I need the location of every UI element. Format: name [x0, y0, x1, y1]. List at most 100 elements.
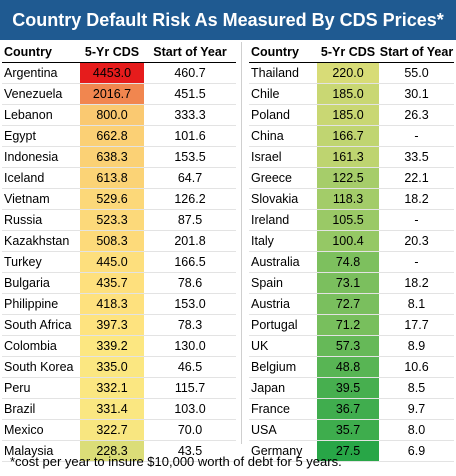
country-cell: Greece [251, 171, 292, 185]
table-row: Venezuela 2016.7 451.5 [2, 83, 236, 105]
table-row: Brazil 331.4 103.0 [2, 398, 236, 420]
table-row: Australia 74.8 - [249, 251, 454, 273]
table-row: UK 57.3 8.9 [249, 335, 454, 357]
country-cell: Brazil [4, 402, 36, 416]
right-table: Country 5-Yr CDS Start of Year Thailand 2… [249, 42, 454, 462]
country-cell: Peru [4, 381, 31, 395]
start-of-year-cell: 70.0 [177, 423, 203, 437]
start-of-year-cell: 78.6 [177, 276, 203, 290]
cds-cell: 322.7 [80, 419, 144, 441]
country-cell: Slovakia [251, 192, 299, 206]
table-row: USA 35.7 8.0 [249, 419, 454, 441]
cds-cell: 48.8 [317, 356, 379, 378]
start-of-year-cell: - [414, 129, 419, 143]
right-table-body: Thailand 220.0 55.0 Chile 185.0 30.1 Poland 185… [249, 62, 454, 462]
start-of-year-cell: 46.5 [177, 360, 203, 374]
start-of-year-cell: 9.7 [407, 402, 426, 416]
table-row: Kazakhstan 508.3 201.8 [2, 230, 236, 252]
cds-cell: 529.6 [80, 188, 144, 210]
country-cell: Ireland [251, 213, 290, 227]
country-cell: Philippine [4, 297, 59, 311]
table-row: Germany 27.5 6.9 [249, 440, 454, 462]
cds-cell: 73.1 [317, 272, 379, 294]
cds-cell: 800.0 [80, 104, 144, 126]
country-cell: China [251, 129, 284, 143]
cds-cell: 418.3 [80, 293, 144, 315]
header-cds: 5-Yr CDS [80, 42, 144, 63]
country-cell: USA [251, 423, 277, 437]
country-cell: Argentina [4, 66, 58, 80]
cds-cell: 4453.0 [80, 62, 144, 84]
table-row: Lebanon 800.0 333.3 [2, 104, 236, 126]
start-of-year-cell: - [414, 213, 419, 227]
country-cell: Italy [251, 234, 274, 248]
table-row: South Africa 397.3 78.3 [2, 314, 236, 336]
table-row: Bulgaria 435.7 78.6 [2, 272, 236, 294]
start-of-year-cell: 166.5 [174, 255, 206, 269]
country-cell: Bulgaria [4, 276, 50, 290]
start-of-year-cell: 30.1 [404, 87, 429, 101]
cds-cell: 100.4 [317, 230, 379, 252]
chart-title: Country Default Risk As Measured By CDS … [0, 0, 456, 40]
country-cell: Turkey [4, 255, 42, 269]
cds-cell: 435.7 [80, 272, 144, 294]
start-of-year-cell: 26.3 [404, 108, 429, 122]
table-row: China 166.7 - [249, 125, 454, 147]
cds-cell: 339.2 [80, 335, 144, 357]
start-of-year-cell: 8.0 [407, 423, 426, 437]
start-of-year-cell: 103.0 [174, 402, 206, 416]
cds-cell: 185.0 [317, 104, 379, 126]
country-cell: Iceland [4, 171, 45, 185]
start-of-year-cell: 78.3 [177, 318, 203, 332]
cds-cell: 27.5 [317, 440, 379, 462]
cds-cell: 638.3 [80, 146, 144, 168]
cds-cell: 36.7 [317, 398, 379, 420]
start-of-year-cell: 10.6 [404, 360, 429, 374]
country-cell: Malaysia [4, 444, 54, 458]
country-cell: Indonesia [4, 150, 59, 164]
table-row: Slovakia 118.3 18.2 [249, 188, 454, 210]
table-row: Turkey 445.0 166.5 [2, 251, 236, 273]
left-table: Country 5-Yr CDS Start of Year Argentina… [2, 42, 236, 462]
table-row: France 36.7 9.7 [249, 398, 454, 420]
cds-cell: 185.0 [317, 83, 379, 105]
cds-cell: 445.0 [80, 251, 144, 273]
start-of-year-cell: 18.2 [404, 192, 429, 206]
start-of-year-cell: 6.9 [407, 444, 426, 458]
start-of-year-cell: 87.5 [177, 213, 203, 227]
table-row: Italy 100.4 20.3 [249, 230, 454, 252]
cds-cell: 118.3 [317, 188, 379, 210]
start-of-year-cell: 17.7 [404, 318, 429, 332]
header-start-of-year: Start of Year [379, 42, 454, 63]
country-cell: Chile [251, 87, 280, 101]
country-cell: Russia [4, 213, 43, 227]
table-row: Portugal 71.2 17.7 [249, 314, 454, 336]
country-cell: Mexico [4, 423, 44, 437]
header-country: Country [2, 42, 80, 63]
country-cell: Belgium [251, 360, 297, 374]
cds-cell: 35.7 [317, 419, 379, 441]
country-cell: Lebanon [4, 108, 53, 122]
start-of-year-cell: 130.0 [174, 339, 206, 353]
start-of-year-cell: 460.7 [174, 66, 206, 80]
start-of-year-cell: 8.9 [407, 339, 426, 353]
start-of-year-cell: 451.5 [174, 87, 206, 101]
country-cell: South Africa [4, 318, 72, 332]
table-row: Chile 185.0 30.1 [249, 83, 454, 105]
country-cell: Colombia [4, 339, 57, 353]
table-row: Russia 523.3 87.5 [2, 209, 236, 231]
start-of-year-cell: 64.7 [177, 171, 203, 185]
table-row: Peru 332.1 115.7 [2, 377, 236, 399]
country-cell: UK [251, 339, 269, 353]
start-of-year-cell: 201.8 [174, 234, 206, 248]
start-of-year-cell: 153.5 [174, 150, 206, 164]
table-row: Argentina 4453.0 460.7 [2, 62, 236, 84]
table-row: Poland 185.0 26.3 [249, 104, 454, 126]
table-row: Philippine 418.3 153.0 [2, 293, 236, 315]
country-cell: Venezuela [4, 87, 63, 101]
start-of-year-cell: 43.5 [177, 444, 203, 458]
table-row: Spain 73.1 18.2 [249, 272, 454, 294]
cds-cell: 57.3 [317, 335, 379, 357]
table-row: Indonesia 638.3 153.5 [2, 146, 236, 168]
header-row: Country 5-Yr CDS Start of Year [249, 42, 454, 63]
